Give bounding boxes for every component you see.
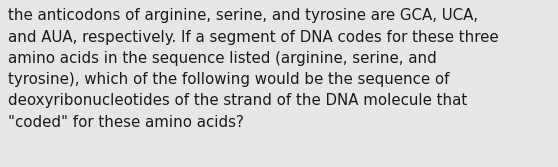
Text: the anticodons of arginine, serine, and tyrosine are GCA, UCA,
and AUA, respecti: the anticodons of arginine, serine, and … — [8, 8, 499, 130]
